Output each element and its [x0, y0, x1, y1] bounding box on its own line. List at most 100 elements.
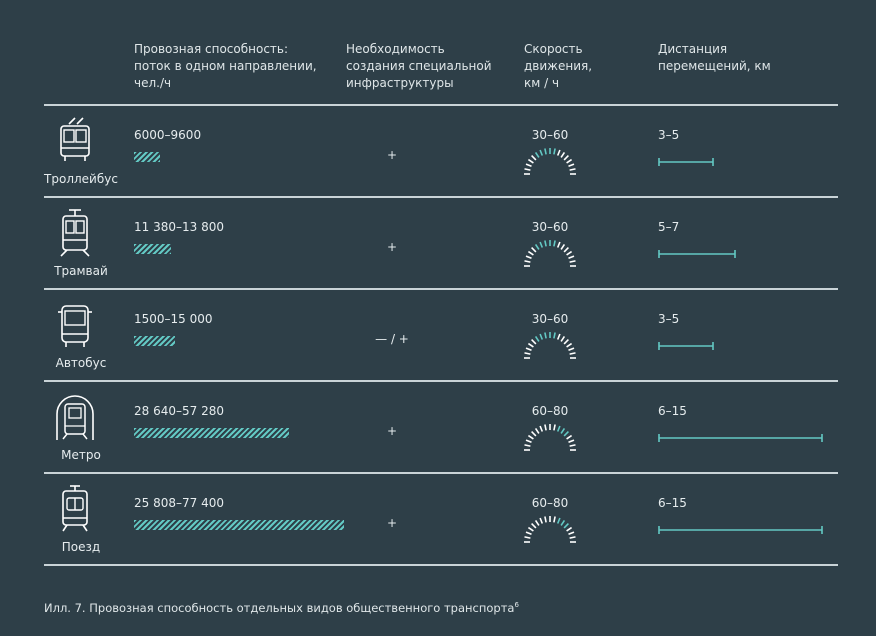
gauge-tick	[569, 168, 576, 171]
speed-value: 30–60	[531, 128, 569, 142]
gauge-tick	[534, 335, 540, 342]
distance-bar	[658, 428, 823, 442]
gauge-tick	[566, 250, 573, 256]
gauge-tick	[563, 431, 569, 437]
gauge-tick	[563, 339, 569, 345]
gauge-tick	[568, 163, 575, 168]
infrastructure-value: +	[386, 148, 398, 162]
trolleybus-icon	[55, 116, 95, 166]
capacity-value: 6000–9600	[134, 128, 202, 142]
capacity-bar	[134, 244, 171, 254]
gauge-tick	[568, 439, 575, 444]
gauge-tick	[568, 531, 575, 536]
gauge-tick	[560, 519, 566, 526]
gauge-tick	[566, 526, 573, 532]
speed-value: 30–60	[531, 312, 569, 326]
speed-gauge	[522, 236, 578, 270]
gauge-tick	[527, 434, 534, 440]
gauge-tick	[569, 352, 576, 355]
gauge-tick	[560, 335, 566, 342]
gauge-tick	[560, 151, 566, 158]
divider	[44, 564, 838, 566]
gauge-tick	[525, 439, 532, 444]
gauge-tick	[544, 424, 547, 431]
gauge-tick	[556, 517, 561, 524]
transport-name: Троллейбус	[44, 172, 118, 186]
gauge-tick	[553, 424, 556, 431]
gauge-tick	[525, 531, 532, 536]
transport-name: Автобус	[55, 356, 107, 370]
transport-name: Поезд	[61, 540, 101, 554]
divider	[44, 196, 838, 198]
gauge-tick	[527, 526, 534, 532]
gauge-tick	[553, 516, 556, 523]
gauge-tick	[534, 427, 540, 434]
speed-gauge	[522, 512, 578, 546]
capacity-value: 28 640–57 280	[134, 404, 224, 418]
distance-bar	[658, 244, 736, 258]
metro-icon	[55, 392, 95, 442]
gauge-tick	[525, 255, 532, 260]
gauge-tick	[524, 444, 531, 447]
gauge-tick	[525, 347, 532, 352]
gauge-tick	[534, 519, 540, 526]
gauge-tick	[556, 149, 561, 156]
distance-bar	[658, 336, 714, 350]
tram-icon	[55, 208, 95, 258]
gauge-tick	[560, 427, 566, 434]
speed-gauge	[522, 420, 578, 454]
header-capacity: Провозная способность: поток в одном нап…	[134, 42, 317, 90]
gauge-tick	[524, 260, 531, 263]
gauge-tick	[531, 431, 537, 437]
infrastructure-value: +	[386, 240, 398, 254]
gauge-tick	[566, 158, 573, 164]
gauge-tick	[534, 243, 540, 250]
gauge-tick	[566, 434, 573, 440]
gauge-tick	[553, 240, 556, 247]
train-icon	[55, 484, 95, 534]
figure-caption: Илл. 7. Провозная способность отдельных …	[44, 601, 519, 615]
speed-value: 60–80	[531, 496, 569, 510]
header-speed: Скорость движения, км / ч	[524, 42, 593, 90]
gauge-tick	[563, 247, 569, 253]
bus-icon	[55, 300, 95, 350]
distance-value: 6–15	[658, 404, 687, 418]
divider	[44, 380, 838, 382]
gauge-tick	[556, 425, 561, 432]
divider	[44, 288, 838, 290]
transport-name: Трамвай	[54, 264, 108, 278]
gauge-tick	[563, 523, 569, 529]
capacity-value: 11 380–13 800	[134, 220, 224, 234]
gauge-tick	[539, 517, 544, 524]
distance-value: 3–5	[658, 312, 680, 326]
header-distance: Дистанция перемещений, км	[658, 42, 771, 73]
gauge-tick	[560, 243, 566, 250]
distance-bar	[658, 520, 823, 534]
divider	[44, 472, 838, 474]
gauge-tick	[539, 241, 544, 248]
gauge-tick	[569, 536, 576, 539]
gauge-tick	[527, 342, 534, 348]
distance-value: 6–15	[658, 496, 687, 510]
divider	[44, 104, 838, 106]
distance-bar	[658, 152, 714, 166]
capacity-bar	[134, 520, 344, 530]
infrastructure-value: +	[386, 516, 398, 530]
gauge-tick	[568, 347, 575, 352]
gauge-tick	[524, 536, 531, 539]
capacity-bar	[134, 428, 289, 438]
capacity-value: 1500–15 000	[134, 312, 213, 326]
speed-value: 60–80	[531, 404, 569, 418]
gauge-tick	[531, 523, 537, 529]
gauge-tick	[544, 332, 547, 339]
speed-value: 30–60	[531, 220, 569, 234]
infrastructure-value: +	[386, 424, 398, 438]
gauge-tick	[531, 155, 537, 161]
gauge-tick	[544, 148, 547, 155]
gauge-tick	[524, 168, 531, 171]
gauge-tick	[527, 158, 534, 164]
gauge-tick	[563, 155, 569, 161]
gauge-tick	[539, 425, 544, 432]
gauge-tick	[556, 333, 561, 340]
gauge-tick	[539, 333, 544, 340]
